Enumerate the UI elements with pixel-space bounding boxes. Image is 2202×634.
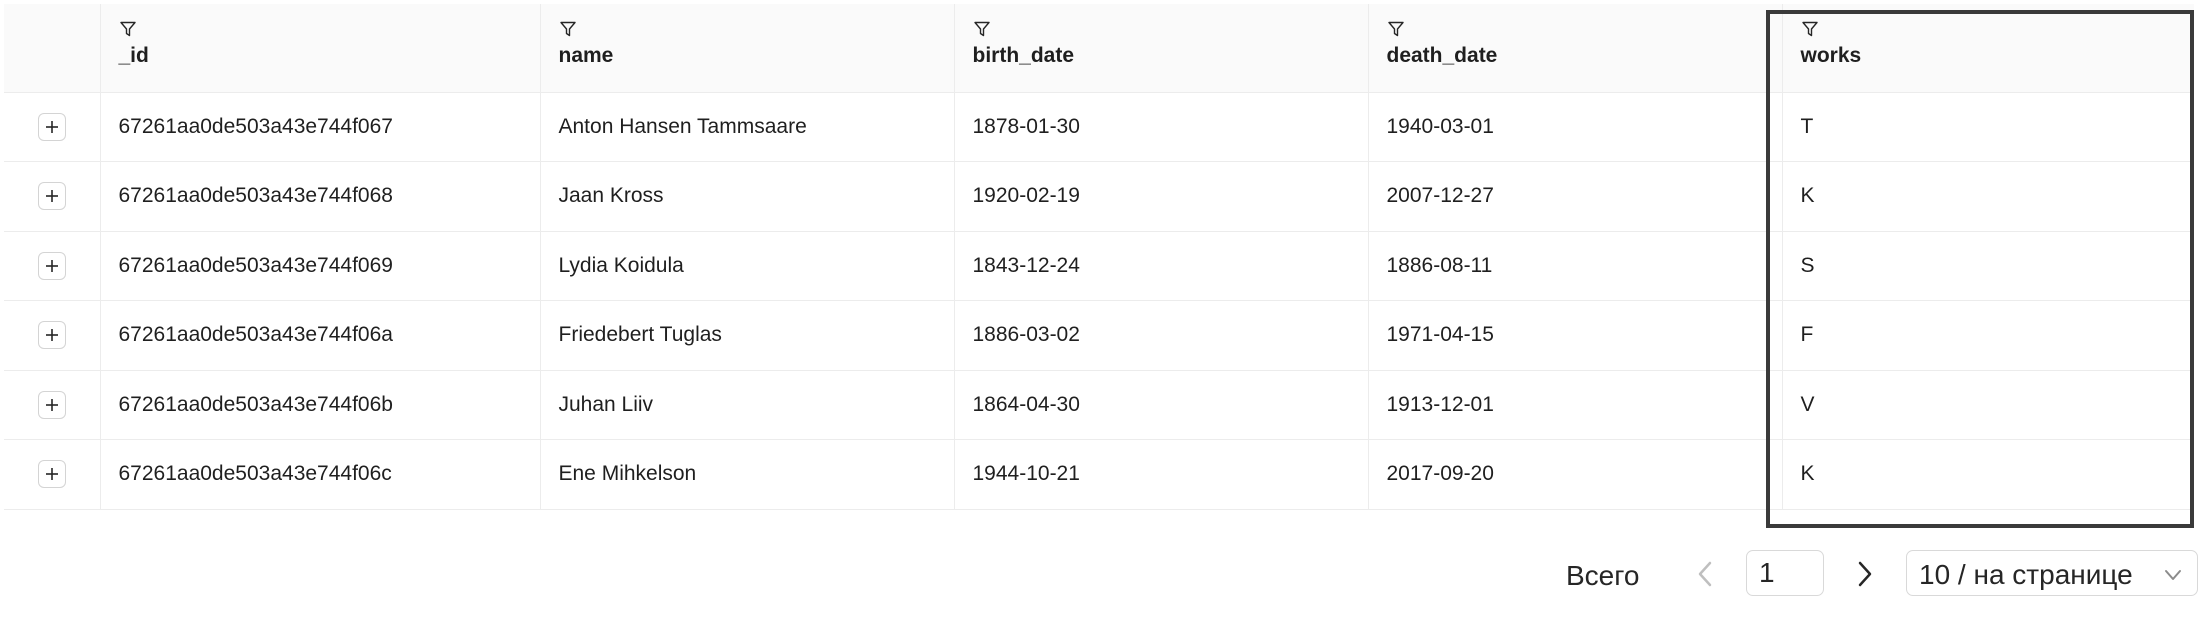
plus-icon <box>44 327 60 343</box>
table-row: 67261aa0de503a43e744f068 Jaan Kross 1920-0… <box>4 161 2194 232</box>
cell-birth-date: 1864-04-30 <box>954 370 1369 440</box>
column-header-name: name <box>540 4 955 93</box>
cell-id: 67261aa0de503a43e744f069 <box>100 231 541 301</box>
chevron-right-icon <box>1858 561 1872 587</box>
cell-death-date: 1940-03-01 <box>1368 92 1783 162</box>
expand-cell <box>4 92 101 162</box>
column-header-label: death_date <box>1386 44 1498 67</box>
table-header-row: _id name birth_date death_date works <box>4 4 2194 93</box>
table-row: 67261aa0de503a43e744f067 Anton Hansen Tam… <box>4 92 2194 162</box>
column-header-label: works <box>1800 44 1862 67</box>
row-expand-button[interactable] <box>37 112 66 141</box>
column-header-works: works <box>1782 4 2194 93</box>
table-body: 67261aa0de503a43e744f067 Anton Hansen Tam… <box>4 92 2194 510</box>
data-table-container: _id name birth_date death_date works 67261aa… <box>4 4 2194 510</box>
column-header-label: birth_date <box>972 44 1075 67</box>
page-size-label: 10 / на странице <box>1919 559 2133 590</box>
expand-cell <box>4 231 101 301</box>
cell-name: Juhan Liiv <box>540 370 955 440</box>
total-label: Всего <box>1566 560 1640 591</box>
cell-birth-date: 1944-10-21 <box>954 439 1369 510</box>
plus-icon <box>44 188 60 204</box>
column-header-label: _id <box>118 44 149 67</box>
next-page-button[interactable] <box>1848 556 1882 592</box>
cell-id: 67261aa0de503a43e744f06a <box>100 300 541 371</box>
cell-id: 67261aa0de503a43e744f068 <box>100 161 541 232</box>
column-header-id: _id <box>100 4 541 93</box>
table-row: 67261aa0de503a43e744f069 Lydia Koidula 184… <box>4 231 2194 301</box>
expand-cell <box>4 439 101 510</box>
cell-death-date: 2017-09-20 <box>1368 439 1783 510</box>
plus-icon <box>44 119 60 135</box>
table-row: 67261aa0de503a43e744f06a Friedebert Tugla… <box>4 300 2194 371</box>
cell-name: Anton Hansen Tammsaare <box>540 92 955 162</box>
expand-column-header <box>4 4 101 93</box>
cell-id: 67261aa0de503a43e744f06c <box>100 439 541 510</box>
row-expand-button[interactable] <box>37 321 66 350</box>
page-number-input[interactable] <box>1746 550 1824 596</box>
cell-name: Jaan Kross <box>540 161 955 232</box>
expand-cell <box>4 161 101 232</box>
cell-works: S <box>1782 231 2194 301</box>
cell-birth-date: 1920-02-19 <box>954 161 1369 232</box>
chevron-down-icon <box>2165 570 2181 580</box>
cell-works: F <box>1782 300 2194 371</box>
expand-cell <box>4 370 101 440</box>
pagination: Всего 10 / на странице <box>0 550 2202 600</box>
chevron-left-icon <box>1698 561 1712 587</box>
cell-birth-date: 1878-01-30 <box>954 92 1369 162</box>
expand-cell <box>4 300 101 371</box>
row-expand-button[interactable] <box>37 182 66 211</box>
cell-works: K <box>1782 161 2194 232</box>
cell-name: Lydia Koidula <box>540 231 955 301</box>
cell-birth-date: 1886-03-02 <box>954 300 1369 371</box>
cell-id: 67261aa0de503a43e744f06b <box>100 370 541 440</box>
prev-page-button[interactable] <box>1688 556 1722 592</box>
cell-name: Friedebert Tuglas <box>540 300 955 371</box>
cell-death-date: 1886-08-11 <box>1368 231 1783 301</box>
plus-icon <box>44 466 60 482</box>
cell-id: 67261aa0de503a43e744f067 <box>100 92 541 162</box>
table-row: 67261aa0de503a43e744f06b Juhan Liiv 1864-0… <box>4 370 2194 440</box>
data-table: _id name birth_date death_date works 67261aa… <box>4 4 2194 510</box>
filter-icon[interactable] <box>559 20 577 38</box>
cell-name: Ene Mihkelson <box>540 439 955 510</box>
row-expand-button[interactable] <box>37 251 66 280</box>
column-header-birth-date: birth_date <box>954 4 1369 93</box>
row-expand-button[interactable] <box>37 390 66 419</box>
row-expand-button[interactable] <box>37 460 66 489</box>
plus-icon <box>44 397 60 413</box>
table-row: 67261aa0de503a43e744f06c Ene Mihkelson 194… <box>4 439 2194 510</box>
column-header-label: name <box>558 44 614 67</box>
filter-icon[interactable] <box>1801 20 1819 38</box>
cell-death-date: 1913-12-01 <box>1368 370 1783 440</box>
cell-death-date: 2007-12-27 <box>1368 161 1783 232</box>
cell-death-date: 1971-04-15 <box>1368 300 1783 371</box>
page-size-select[interactable]: 10 / на странице <box>1906 550 2198 596</box>
cell-works: V <box>1782 370 2194 440</box>
plus-icon <box>44 258 60 274</box>
cell-works: T <box>1782 92 2194 162</box>
filter-icon[interactable] <box>973 20 991 38</box>
column-header-death-date: death_date <box>1368 4 1783 93</box>
filter-icon[interactable] <box>119 20 137 38</box>
cell-birth-date: 1843-12-24 <box>954 231 1369 301</box>
cell-works: K <box>1782 439 2194 510</box>
filter-icon[interactable] <box>1387 20 1405 38</box>
